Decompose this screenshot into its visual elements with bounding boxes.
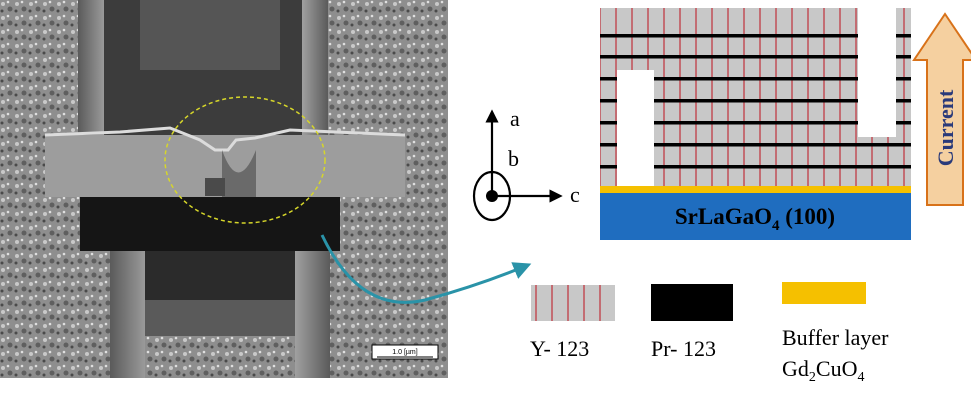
sem-trench-upper-inner xyxy=(140,0,280,70)
sem-bridge-hole xyxy=(205,178,225,196)
legend-y123-swatch xyxy=(531,285,615,321)
legend-y123-label: Y- 123 xyxy=(530,336,589,361)
substrate-label: SrLaGaO4 (100) xyxy=(675,204,835,234)
buffer-formula-sub2: 4 xyxy=(857,370,864,385)
connector-arrow xyxy=(320,234,532,304)
buffer-layer xyxy=(600,186,911,193)
sem-trench-lower-wall-right xyxy=(295,251,330,378)
sem-micrograph: 1.0 [µm] xyxy=(0,0,448,378)
axis-b-dot xyxy=(486,190,498,202)
pr123-layer xyxy=(600,55,911,59)
pr123-layer xyxy=(600,99,911,103)
substrate-block xyxy=(600,193,911,240)
sem-highlight-ellipse xyxy=(164,96,326,224)
sem-scale-bar-box xyxy=(371,344,439,360)
sem-trench-lower-wall-left xyxy=(110,251,145,378)
sem-trench-upper-wall-left xyxy=(78,0,104,135)
sem-trench-lower-floor xyxy=(145,300,295,336)
superlattice-film xyxy=(600,8,911,186)
pr123-layer xyxy=(600,165,911,169)
sem-trench-upper-wall-right xyxy=(302,0,328,135)
pr123-layer xyxy=(600,34,911,38)
sem-bridge-notch xyxy=(222,150,256,197)
current-label: Current xyxy=(933,89,958,166)
legend-pr123-swatch xyxy=(651,284,733,321)
substrate-label-tail: (100) xyxy=(780,204,836,229)
sem-trench-dark-band xyxy=(80,197,340,251)
buffer-formula-cuo: CuO xyxy=(816,356,858,381)
substrate-label-sub: 4 xyxy=(772,218,780,234)
substrate-label-main: SrLaGaO xyxy=(675,204,772,229)
legend-buffer-label-line2: Gd2CuO4 xyxy=(782,356,864,385)
axis-a-label: a xyxy=(510,106,520,131)
sem-bridge-top-edge xyxy=(44,126,406,152)
legend-pr123-label: Pr- 123 xyxy=(651,336,716,361)
current-arrow xyxy=(912,12,971,206)
pr123-layer xyxy=(600,121,911,125)
legend-buffer-label-line1: Buffer layer xyxy=(782,325,889,350)
pr123-layer xyxy=(600,77,911,81)
buffer-formula-gd: Gd xyxy=(782,356,809,381)
legend-buffer-swatch xyxy=(782,282,866,304)
buffer-formula-sub1: 2 xyxy=(809,370,816,385)
axis-b-label: b xyxy=(508,146,519,171)
axis-c-label: c xyxy=(570,182,580,207)
pr123-layer xyxy=(600,143,911,147)
axis-b-ring xyxy=(472,170,512,222)
sem-scale-bar-label: 1.0 [µm] xyxy=(392,349,417,356)
